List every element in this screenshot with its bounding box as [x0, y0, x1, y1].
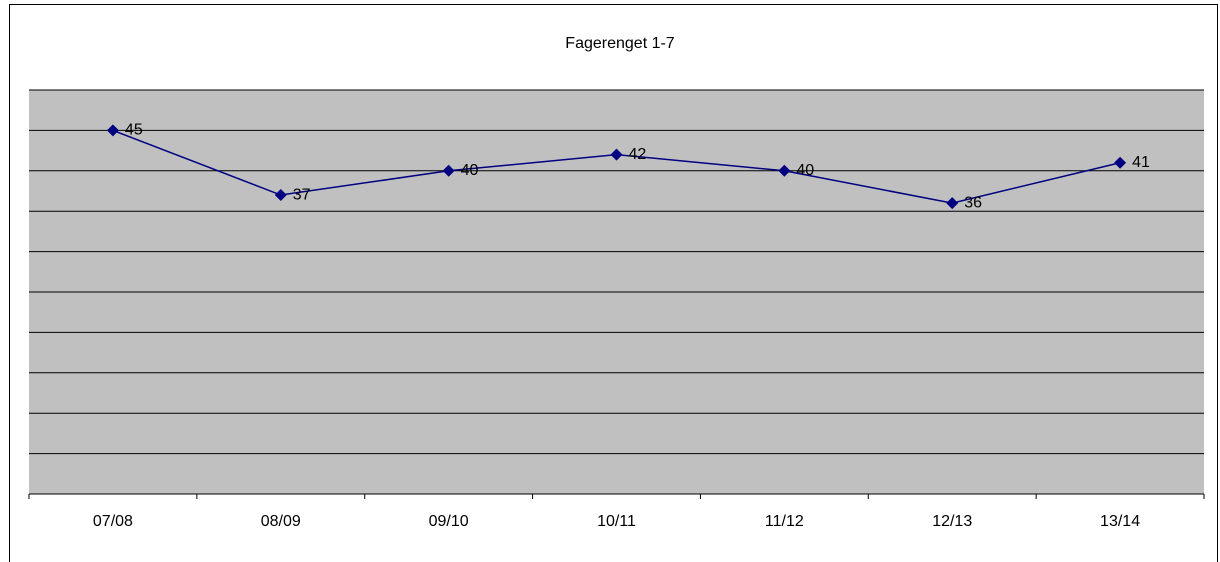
marker [442, 164, 455, 177]
chart-title: Fagerenget 1-7 [565, 35, 675, 52]
x-tick-label: 08/09 [261, 513, 301, 530]
data-label: 37 [293, 186, 311, 203]
marker [778, 164, 791, 177]
marker [946, 197, 959, 210]
x-tick-label: 11/12 [765, 513, 804, 530]
marker [610, 148, 623, 161]
data-label: 40 [461, 162, 479, 179]
x-tick-label: 07/08 [93, 513, 133, 530]
marker [106, 124, 119, 137]
x-tick-label: 09/10 [429, 513, 469, 530]
x-tick-label: 12/13 [932, 513, 972, 530]
x-tick-label: 13/14 [1100, 513, 1140, 530]
data-label: 45 [125, 122, 143, 139]
data-label: 40 [796, 162, 814, 179]
data-label: 42 [629, 146, 647, 163]
marker [1114, 156, 1127, 169]
data-label: 41 [1132, 154, 1150, 171]
x-tick-label: 10/11 [597, 513, 636, 530]
marker [274, 189, 287, 202]
data-label: 36 [964, 194, 982, 211]
